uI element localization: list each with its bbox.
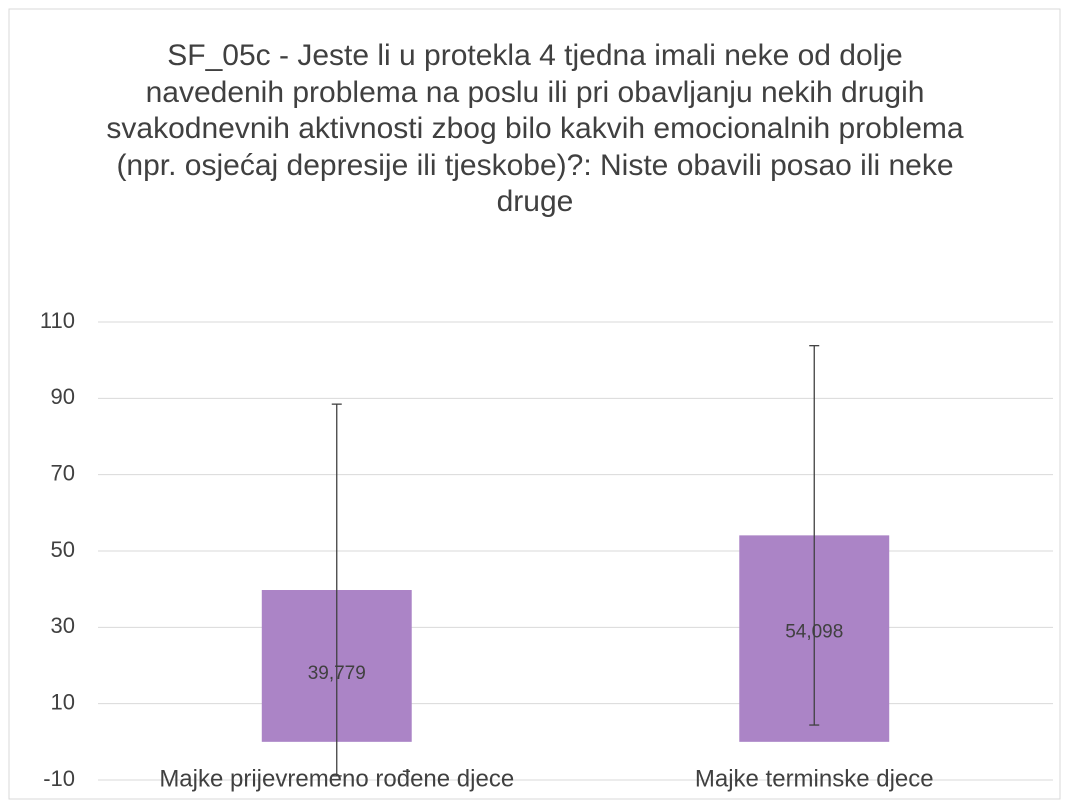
data-label: 54,098 [785,622,843,643]
chart-title: SF_05c - Jeste li u protekla 4 tjedna im… [106,39,964,218]
x-tick-label: Majke terminske djece [695,765,934,792]
y-tick-label: 50 [51,537,75,562]
y-tick-label: 30 [51,613,75,638]
x-tick-label: Majke prijevremeno rođene djece [159,765,514,792]
y-tick-label: 90 [51,384,75,409]
y-tick-label: 110 [40,308,75,333]
y-tick-label: 70 [51,460,75,485]
y-tick-label: -10 [43,766,75,791]
y-tick-label: 10 [51,689,75,714]
data-label: 39,779 [308,663,366,684]
chart-border [8,8,1061,800]
